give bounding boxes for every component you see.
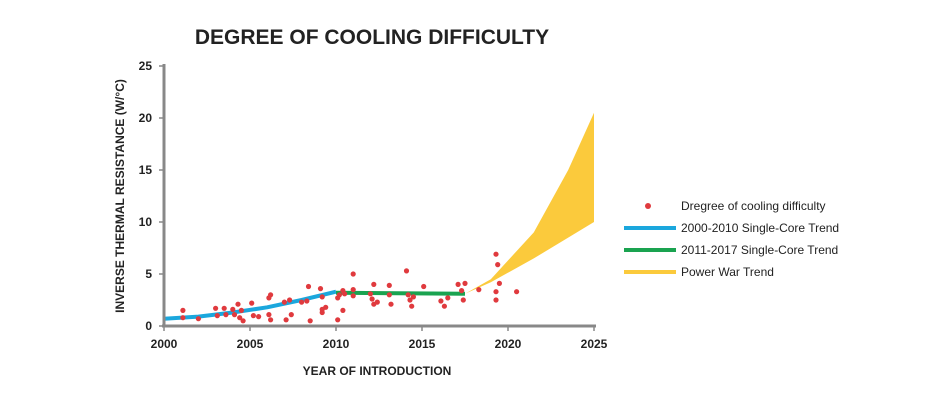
- data-point: [195, 316, 201, 322]
- data-point: [350, 293, 356, 299]
- data-point: [514, 289, 520, 295]
- data-point: [340, 307, 346, 313]
- data-point: [386, 282, 392, 288]
- data-point: [288, 312, 294, 318]
- trend-line-2000-2010: [163, 289, 337, 321]
- y-tick-label: 15: [139, 163, 153, 177]
- data-point: [421, 283, 427, 290]
- data-point: [319, 294, 325, 300]
- data-point: [213, 305, 219, 311]
- data-point: [249, 300, 255, 306]
- chart-title: DEGREE OF COOLING DIFFICULTY: [195, 26, 549, 49]
- legend-label: 2011-2017 Single-Core Trend: [681, 243, 838, 257]
- data-point: [493, 289, 499, 295]
- data-point: [371, 281, 377, 287]
- data-point: [369, 296, 375, 302]
- data-point: [307, 318, 313, 324]
- data-point: [231, 312, 238, 318]
- x-tick-label: 2015: [409, 337, 436, 351]
- data-point: [319, 309, 325, 316]
- data-point: [462, 280, 468, 286]
- data-point: [281, 299, 287, 305]
- data-point: [459, 288, 465, 294]
- data-point: [367, 291, 373, 297]
- data-point: [476, 287, 482, 293]
- data-point: [496, 280, 502, 286]
- data-point: [317, 286, 324, 292]
- y-tick-label: 25: [139, 59, 153, 73]
- data-point: [237, 315, 243, 321]
- data-point: [445, 295, 451, 301]
- legend-label: Power War Trend: [681, 265, 774, 279]
- data-point: [238, 307, 244, 313]
- x-tick-label: 2010: [323, 337, 350, 351]
- data-point: [266, 312, 272, 318]
- data-point: [407, 297, 413, 303]
- data-point: [336, 292, 342, 298]
- legend-swatch-dot: [645, 203, 651, 209]
- data-point: [268, 292, 274, 298]
- x-tick-label: 2000: [151, 337, 178, 351]
- data-point: [438, 298, 444, 304]
- y-tick-label: 5: [145, 267, 152, 281]
- data-point: [388, 301, 394, 307]
- data-point: [342, 291, 348, 297]
- data-point: [240, 318, 246, 324]
- data-point: [460, 297, 466, 303]
- y-tick-label: 0: [145, 319, 152, 333]
- data-point: [180, 307, 186, 313]
- data-point: [493, 297, 499, 303]
- x-axis-ticks: 2000 2005 2010 2015 2020 2025: [151, 326, 608, 351]
- data-point: [304, 298, 310, 304]
- data-point: [374, 299, 380, 305]
- data-point: [223, 312, 229, 318]
- power-war-trend-area: [465, 112, 594, 294]
- y-tick-label: 20: [139, 111, 153, 125]
- data-point: [221, 305, 227, 311]
- data-point: [256, 314, 262, 320]
- y-axis-ticks: 0 5 10 15 20 25: [139, 59, 164, 333]
- legend-label: Dregree of cooling difficulty: [681, 199, 826, 213]
- data-point: [410, 294, 416, 300]
- data-point: [323, 304, 329, 310]
- data-point: [441, 303, 447, 309]
- data-point: [409, 303, 415, 309]
- data-point: [350, 287, 356, 293]
- data-point: [403, 268, 410, 274]
- data-point: [214, 313, 220, 319]
- data-point: [283, 317, 289, 323]
- x-tick-label: 2020: [495, 337, 522, 351]
- data-point: [287, 297, 293, 303]
- data-point: [455, 281, 461, 287]
- y-tick-label: 10: [139, 215, 153, 229]
- data-point: [335, 317, 341, 323]
- x-axis-title: YEAR OF INTRODUCTION: [303, 364, 452, 378]
- data-point: [350, 271, 356, 277]
- legend-label: 2000-2010 Single-Core Trend: [681, 221, 839, 235]
- legend: Dregree of cooling difficulty 2000-2010 S…: [624, 199, 839, 279]
- data-point: [386, 292, 392, 298]
- data-point: [305, 283, 312, 290]
- plot-area: [163, 112, 594, 324]
- data-point: [493, 251, 499, 257]
- data-point: [230, 306, 236, 312]
- data-point: [250, 313, 256, 319]
- x-tick-label: 2025: [581, 337, 608, 351]
- data-point: [235, 301, 241, 307]
- data-point: [495, 262, 501, 268]
- trend-line-2011-2017: [335, 290, 466, 296]
- data-point: [299, 299, 305, 305]
- x-tick-label: 2005: [237, 337, 264, 351]
- y-axis-title: INVERSE THERMAL RESISTANCE (W/°C): [113, 79, 127, 313]
- data-point: [180, 315, 186, 321]
- data-point: [405, 292, 411, 298]
- data-point: [268, 317, 274, 323]
